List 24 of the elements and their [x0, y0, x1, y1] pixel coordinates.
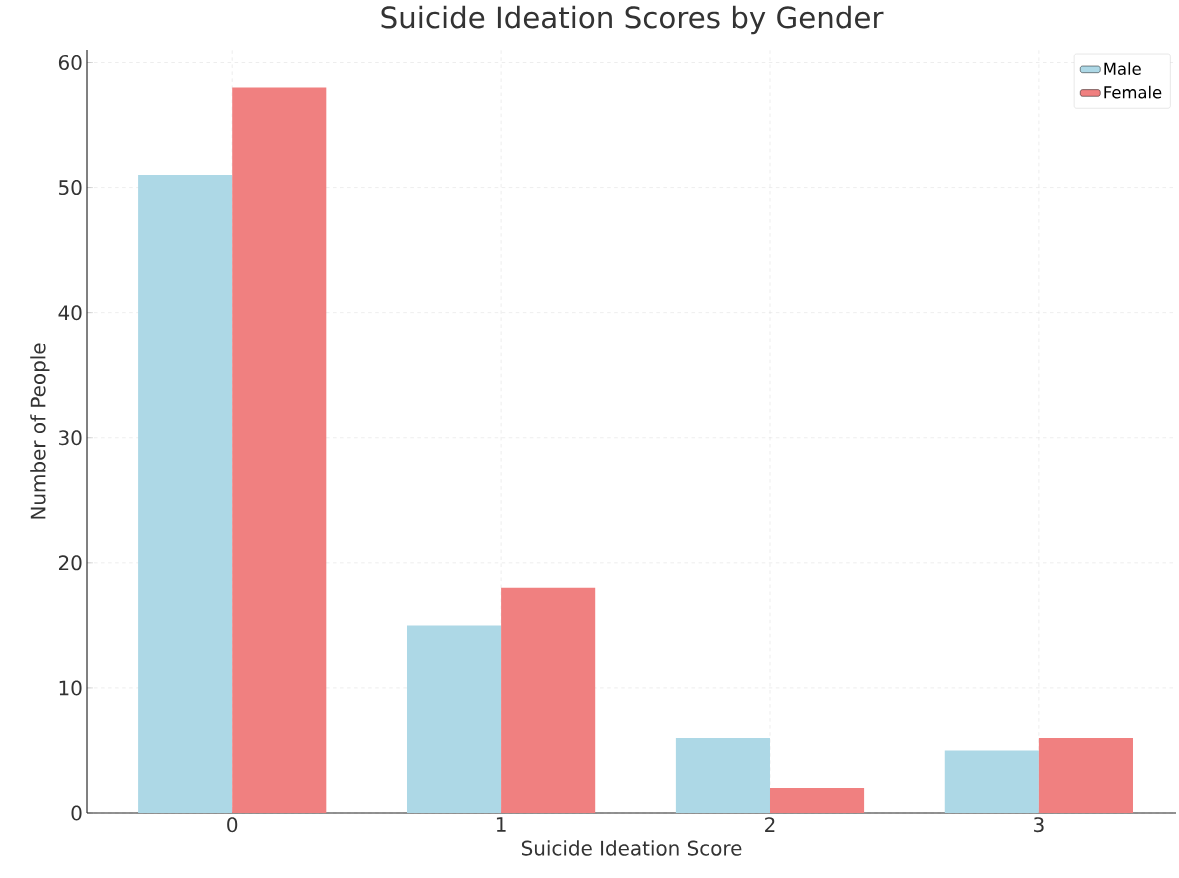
- bar: [501, 587, 596, 813]
- y-tick-label: 40: [58, 305, 82, 321]
- x-axis-title: Suicide Ideation Score: [521, 840, 742, 856]
- bar: [675, 737, 770, 813]
- x-tick-label: 3: [1034, 817, 1044, 833]
- y-tick-label: 10: [59, 680, 82, 696]
- bar: [138, 175, 233, 813]
- y-tick-label: 30: [59, 430, 82, 446]
- bar: [406, 625, 502, 813]
- bar: [769, 787, 865, 813]
- legend-label: Female: [1104, 85, 1162, 99]
- chart-title: Suicide Ideation Scores by Gender: [381, 5, 884, 35]
- y-tick-label: 60: [58, 54, 82, 71]
- x-tick-label: 1: [496, 817, 506, 832]
- x-tick-label: 0: [227, 817, 238, 833]
- y-tick-label: 0: [71, 805, 82, 821]
- y-axis-title: Number of People: [30, 343, 50, 519]
- x-tick-label: 2: [765, 817, 775, 832]
- bar: [232, 87, 327, 813]
- y-tick-label: 50: [59, 180, 82, 196]
- bar: [944, 750, 1039, 813]
- y-tick-label: 20: [58, 555, 82, 571]
- bar: [1038, 737, 1133, 813]
- legend-label: Male: [1104, 62, 1141, 75]
